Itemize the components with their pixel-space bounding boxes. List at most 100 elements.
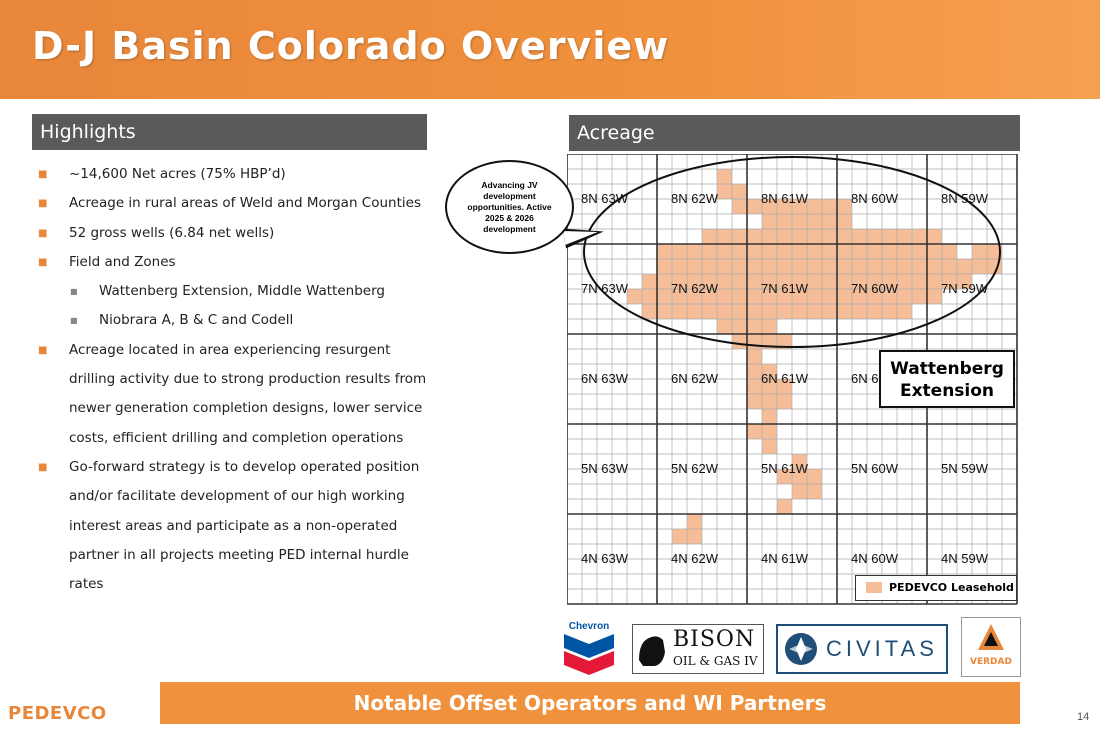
offset-operators-banner: Notable Offset Operators and WI Partners bbox=[160, 682, 1020, 724]
highlights-heading: Highlights bbox=[32, 114, 427, 150]
township-label: 8N 61W bbox=[761, 191, 809, 206]
leasehold-cell bbox=[747, 349, 762, 364]
leasehold-cell bbox=[747, 274, 762, 289]
leasehold-cell bbox=[807, 304, 822, 319]
leasehold-cell bbox=[762, 394, 777, 409]
wattenberg-extension-label: Wattenberg Extension bbox=[879, 350, 1015, 408]
civitas-icon bbox=[785, 633, 817, 665]
leasehold-cell bbox=[747, 289, 762, 304]
leasehold-cell bbox=[837, 274, 852, 289]
leasehold-cell bbox=[732, 184, 747, 199]
leasehold-cell bbox=[927, 259, 942, 274]
leasehold-cell bbox=[747, 424, 762, 439]
leasehold-cell bbox=[837, 304, 852, 319]
acreage-heading: Acreage bbox=[569, 115, 1020, 151]
leasehold-cell bbox=[867, 259, 882, 274]
leasehold-cell bbox=[792, 244, 807, 259]
leasehold-cell bbox=[807, 484, 822, 499]
leasehold-cell bbox=[837, 229, 852, 244]
bullet-marker: ■ bbox=[38, 198, 48, 210]
leasehold-cell bbox=[747, 364, 762, 379]
bison-icon bbox=[639, 636, 665, 666]
highlights-list: ■ ~14,600 Net acres (75% HBP’d) ■ Acreage i… bbox=[38, 160, 428, 599]
bullet-marker: ■ bbox=[38, 256, 48, 268]
leasehold-cell bbox=[732, 259, 747, 274]
leasehold-cell bbox=[867, 229, 882, 244]
civitas-logo: CIVITAS bbox=[776, 624, 948, 674]
township-label: 6N 63W bbox=[581, 371, 629, 386]
leasehold-cell bbox=[777, 289, 792, 304]
leasehold-cell bbox=[762, 244, 777, 259]
leasehold-swatch bbox=[866, 582, 882, 593]
leasehold-cell bbox=[897, 244, 912, 259]
leasehold-cell bbox=[762, 334, 777, 349]
leasehold-cell bbox=[792, 454, 807, 469]
bullet-marker: ■ bbox=[38, 344, 48, 356]
leasehold-cell bbox=[897, 229, 912, 244]
leasehold-cell bbox=[672, 274, 687, 289]
leasehold-cell bbox=[762, 364, 777, 379]
leasehold-cell bbox=[762, 319, 777, 334]
leasehold-cell bbox=[657, 274, 672, 289]
leasehold-cell bbox=[777, 229, 792, 244]
leasehold-cell bbox=[852, 244, 867, 259]
leasehold-cell bbox=[867, 274, 882, 289]
header-banner: D-J Basin Colorado Overview bbox=[0, 0, 1100, 99]
leasehold-cell bbox=[882, 289, 897, 304]
leasehold-cell bbox=[747, 199, 762, 214]
leasehold-cell bbox=[972, 259, 987, 274]
leasehold-cell bbox=[792, 289, 807, 304]
leasehold-cell bbox=[702, 244, 717, 259]
leasehold-cell bbox=[807, 274, 822, 289]
leasehold-cell bbox=[807, 244, 822, 259]
leasehold-cell bbox=[762, 229, 777, 244]
leasehold-cell bbox=[957, 259, 972, 274]
leasehold-cell bbox=[732, 274, 747, 289]
legend-label: PEDEVCO Leasehold bbox=[889, 581, 1014, 594]
leasehold-cell bbox=[777, 244, 792, 259]
leasehold-cell bbox=[687, 244, 702, 259]
township-label: 4N 61W bbox=[761, 551, 809, 566]
highlight-item: ■ ~14,600 Net acres (75% HBP’d) bbox=[38, 160, 428, 189]
leasehold-cell bbox=[642, 289, 657, 304]
leasehold-cell bbox=[762, 304, 777, 319]
leasehold-cell bbox=[642, 274, 657, 289]
leasehold-cell bbox=[777, 304, 792, 319]
leasehold-cell bbox=[732, 229, 747, 244]
leasehold-cell bbox=[807, 469, 822, 484]
leasehold-cell bbox=[882, 304, 897, 319]
leasehold-cell bbox=[912, 274, 927, 289]
highlight-item: ■ Niobrara A, B & C and Codell bbox=[38, 306, 428, 335]
leasehold-cell bbox=[942, 274, 957, 289]
leasehold-cell bbox=[867, 304, 882, 319]
leasehold-cell bbox=[777, 394, 792, 409]
leasehold-cell bbox=[777, 199, 792, 214]
leasehold-cell bbox=[852, 304, 867, 319]
leasehold-cell bbox=[687, 289, 702, 304]
highlight-item: drilling activity due to strong producti… bbox=[69, 371, 427, 388]
highlight-item: ■ Acreage located in area experiencing re… bbox=[38, 336, 428, 365]
leasehold-cell bbox=[672, 244, 687, 259]
verdad-icon: VERDAD bbox=[970, 624, 1012, 667]
leasehold-cell bbox=[717, 184, 732, 199]
leasehold-cell bbox=[822, 199, 837, 214]
leasehold-cell bbox=[777, 214, 792, 229]
leasehold-cell bbox=[762, 259, 777, 274]
leasehold-cell bbox=[822, 229, 837, 244]
leasehold-cell bbox=[702, 289, 717, 304]
leasehold-cell bbox=[747, 229, 762, 244]
leasehold-cell bbox=[882, 244, 897, 259]
leasehold-cell bbox=[702, 304, 717, 319]
township-label: 4N 62W bbox=[671, 551, 719, 566]
leasehold-cell bbox=[882, 274, 897, 289]
leasehold-cell bbox=[687, 274, 702, 289]
township-label: 5N 62W bbox=[671, 461, 719, 476]
svg-text:Chevron: Chevron bbox=[569, 621, 610, 632]
township-label: 4N 59W bbox=[941, 551, 989, 566]
leasehold-cell bbox=[717, 274, 732, 289]
township-label: 7N 60W bbox=[851, 281, 899, 296]
leasehold-cell bbox=[897, 274, 912, 289]
leasehold-cell bbox=[882, 259, 897, 274]
leasehold-cell bbox=[762, 379, 777, 394]
leasehold-cell bbox=[762, 274, 777, 289]
